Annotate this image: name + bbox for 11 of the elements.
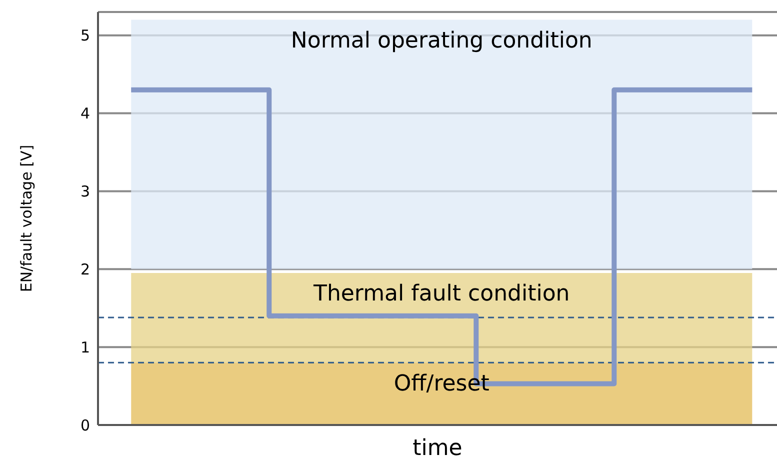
y-tick-label: 5 <box>80 26 90 45</box>
y-tick-label: 3 <box>80 182 90 201</box>
x-axis-title: time <box>412 436 462 461</box>
band-label: Thermal fault condition <box>312 282 570 307</box>
y-tick-label: 2 <box>80 260 90 278</box>
band-label: Normal operating condition <box>290 28 592 54</box>
y-axis-title: EN/fault voltage [V] <box>17 144 36 292</box>
y-tick-label: 0 <box>80 416 90 434</box>
y-tick-label: 1 <box>80 338 90 356</box>
band-label: Off/reset <box>394 371 490 396</box>
y-tick-label: 4 <box>80 104 90 123</box>
